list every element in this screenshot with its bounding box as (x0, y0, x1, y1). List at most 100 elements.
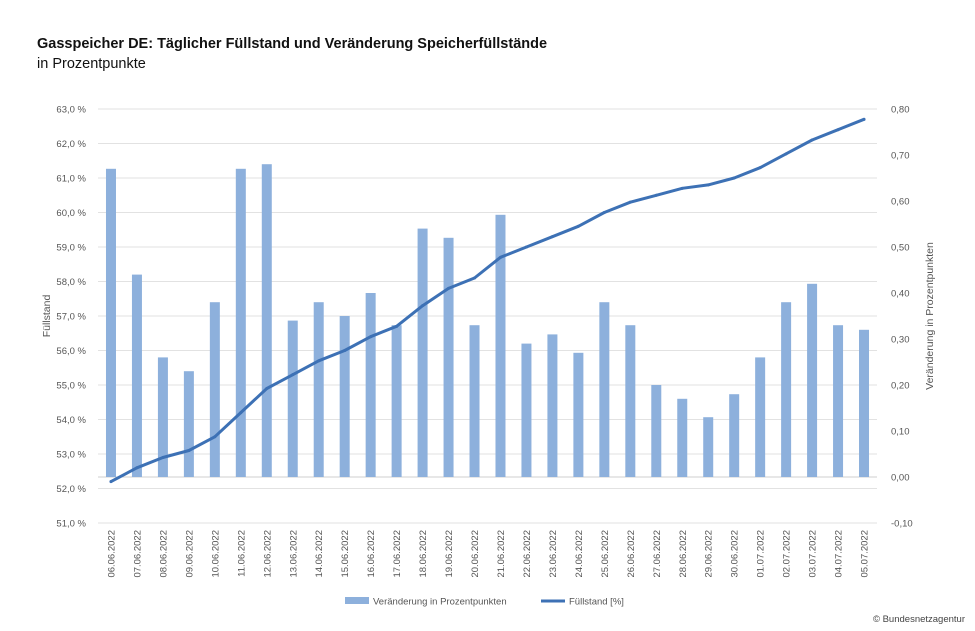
bar (755, 357, 766, 477)
y-tick-label: 61,0 % (56, 174, 86, 185)
copyright-credit: © Bundesnetzagentur (872, 614, 965, 625)
line-point (213, 435, 217, 439)
chart-title: Gasspeicher DE: Täglicher Füllstand und … (37, 36, 548, 52)
right-axis-title: Veränderung in Prozentpunkten (924, 242, 936, 390)
line-point (758, 166, 762, 170)
line-point (239, 411, 243, 415)
y2-tick-label: 0,40 (891, 289, 910, 300)
x-tick-label: 16.06.2022 (366, 530, 377, 578)
x-tick-label: 14.06.2022 (314, 530, 325, 578)
line-point (524, 245, 528, 249)
bar-series (105, 164, 870, 478)
x-tick-label: 11.06.2022 (236, 530, 247, 577)
bar (573, 352, 584, 477)
y-tick-label: 55,0 % (56, 381, 86, 392)
x-tick-label: 06.06.2022 (106, 530, 117, 578)
line-path (109, 117, 866, 484)
line-point (602, 211, 606, 214)
bar (235, 168, 246, 478)
legend-line-label: Füllstand [%] (569, 597, 624, 608)
gridlines (98, 108, 877, 524)
left-axis-ticks: 63,0 % 62,0 % 61,0 % 60,0 % 59,0 % 58,0 % 57,0… (56, 105, 86, 530)
bar (521, 343, 532, 477)
line-point (862, 117, 866, 121)
x-axis-ticks: 06.06.2022 07.06.2022 08.06.2022 09.06.2022… (106, 530, 870, 578)
bar (859, 329, 870, 477)
right-axis-ticks: 0,80 0,70 0,60 0,50 0,40 0,30 0,20 0,10 0,00 -0,1… (891, 105, 913, 530)
line-point (680, 186, 684, 190)
x-tick-label: 01.07.2022 (756, 530, 767, 578)
y2-tick-label: 0,60 (891, 197, 910, 208)
y2-tick-label: 0,70 (891, 151, 910, 162)
x-tick-label: 04.07.2022 (834, 530, 845, 578)
y-tick-label: 59,0 % (56, 243, 86, 254)
bar (495, 214, 506, 478)
x-tick-label: 13.06.2022 (288, 530, 299, 578)
line-point (732, 176, 736, 180)
y-tick-label: 58,0 % (56, 277, 86, 288)
bar (703, 417, 714, 477)
line-point (784, 152, 788, 156)
line-point (161, 455, 165, 459)
x-tick-label: 24.06.2022 (574, 530, 585, 578)
bar (209, 302, 220, 477)
legend: Veränderung in Prozentpunkten Füllstand … (345, 597, 624, 608)
y-tick-label: 57,0 % (56, 312, 86, 323)
bar (729, 394, 740, 477)
y-tick-label: 62,0 % (56, 139, 86, 150)
line-point (291, 373, 295, 377)
bar (833, 325, 844, 477)
line-series (109, 117, 866, 484)
y2-tick-label: 0,80 (891, 105, 910, 116)
line-point (395, 324, 399, 328)
line-point (421, 304, 425, 308)
chart-subtitle: in Prozentpunkte (37, 56, 146, 72)
y2-tick-label: 0,20 (891, 381, 910, 392)
bar (469, 325, 480, 477)
y-tick-label: 56,0 % (56, 346, 86, 357)
line-point (265, 386, 269, 390)
bar (651, 385, 662, 477)
x-tick-label: 19.06.2022 (444, 530, 455, 578)
x-tick-label: 07.06.2022 (132, 530, 143, 578)
line-point (369, 335, 373, 339)
left-axis-title: Füllstand (41, 295, 53, 338)
line-point (576, 224, 580, 228)
y-tick-label: 60,0 % (56, 208, 86, 219)
bar (677, 398, 688, 477)
x-tick-label: 29.06.2022 (704, 530, 715, 578)
x-tick-label: 26.06.2022 (626, 530, 637, 578)
y2-tick-label: 0,00 (891, 473, 910, 484)
legend-bar-label: Veränderung in Prozentpunkten (373, 597, 507, 608)
line-point (810, 138, 814, 142)
line-point (628, 200, 632, 204)
bar (625, 325, 636, 477)
x-tick-label: 10.06.2022 (210, 530, 221, 578)
bar (287, 320, 298, 477)
bar (365, 293, 376, 477)
bar (781, 302, 792, 477)
x-tick-label: 05.07.2022 (860, 530, 871, 578)
x-tick-label: 18.06.2022 (418, 530, 429, 578)
bar (183, 371, 194, 477)
x-tick-label: 02.07.2022 (782, 530, 793, 578)
x-tick-label: 25.06.2022 (600, 530, 611, 578)
y2-tick-label: 0,10 (891, 427, 910, 438)
x-tick-label: 09.06.2022 (184, 530, 195, 578)
y-tick-label: 52,0 % (56, 484, 86, 495)
legend-bar-swatch (345, 597, 369, 604)
x-tick-label: 22.06.2022 (522, 530, 533, 578)
x-tick-label: 28.06.2022 (678, 530, 689, 578)
bar (547, 334, 558, 477)
line-point (343, 349, 347, 352)
bar (391, 325, 402, 477)
bar (339, 316, 350, 477)
y-tick-label: 51,0 % (56, 519, 86, 530)
x-tick-label: 08.06.2022 (158, 530, 169, 578)
y-tick-label: 54,0 % (56, 415, 86, 426)
x-tick-label: 27.06.2022 (652, 530, 663, 578)
y2-tick-label: 0,50 (891, 243, 910, 254)
line-point (706, 183, 710, 187)
bar (157, 357, 168, 477)
line-point (109, 480, 113, 484)
